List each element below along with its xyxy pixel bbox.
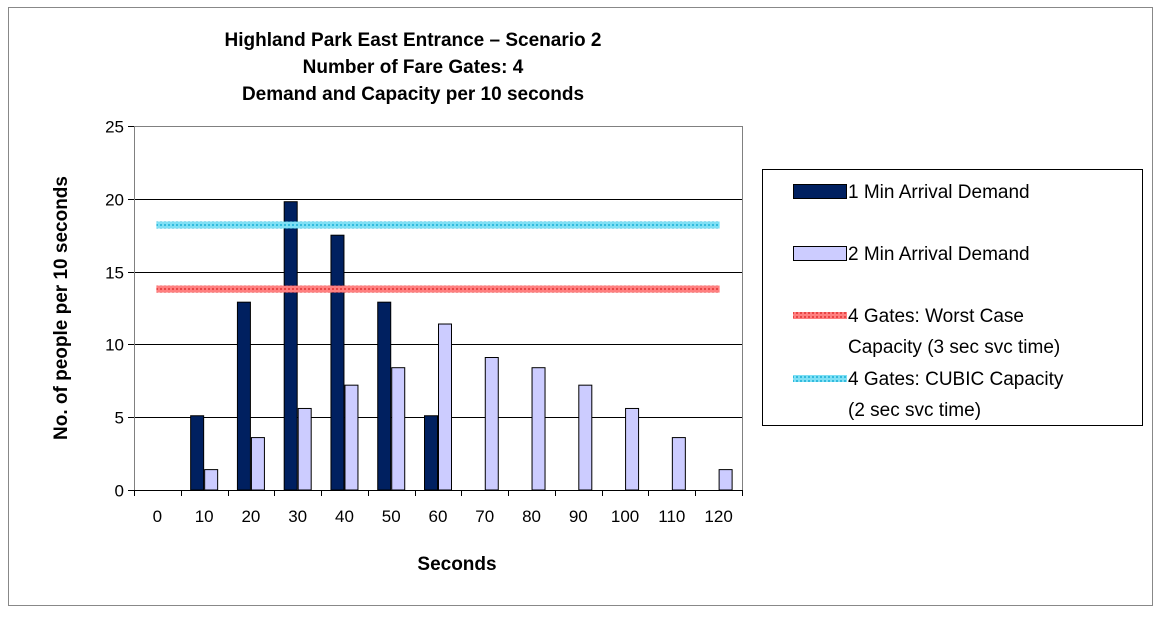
bar-1min <box>190 415 205 491</box>
legend-swatch-1min <box>793 184 847 199</box>
x-tick-label: 80 <box>522 507 541 526</box>
x-axis-label: Seconds <box>417 554 496 575</box>
bar-2min <box>204 469 219 491</box>
legend-box <box>762 169 1143 426</box>
chart-title-line-2: Number of Fare Gates: 4 <box>303 57 524 78</box>
bar-1min <box>377 301 392 491</box>
legend-label-cubic-line-2: (2 sec svc time) <box>848 400 981 421</box>
bar-2min <box>297 407 312 491</box>
bar-2min <box>578 384 593 491</box>
bar-1min <box>330 234 345 491</box>
bar-2min <box>718 469 733 491</box>
capacity-line-worst-case <box>156 285 720 293</box>
bar-2min <box>250 437 265 491</box>
legend-label-cubic-line-1: 4 Gates: CUBIC Capacity <box>848 369 1064 390</box>
x-tick-label: 10 <box>195 507 214 526</box>
bar-2min <box>671 437 686 491</box>
chart-title-line-3: Demand and Capacity per 10 seconds <box>242 84 584 105</box>
legend-swatch-worst-case <box>793 312 847 319</box>
chart-title: Highland Park East Entrance – Scenario 2… <box>225 30 602 105</box>
y-axis-label: No. of people per 10 seconds <box>51 176 72 440</box>
y-tick-label: 10 <box>105 336 124 355</box>
legend-swatch-2min <box>793 246 847 261</box>
legend: 1 Min Arrival Demand 2 Min Arrival Deman… <box>762 169 1143 426</box>
x-tick-label: 40 <box>335 507 354 526</box>
bar-2min <box>438 323 452 491</box>
x-tick-label: 20 <box>241 507 260 526</box>
chart-title-line-1: Highland Park East Entrance – Scenario 2 <box>225 30 602 51</box>
legend-label-1min: 1 Min Arrival Demand <box>848 182 1030 203</box>
x-tick-label: 110 <box>658 507 685 526</box>
bar-1min <box>283 201 298 491</box>
y-tick-label: 20 <box>105 191 124 210</box>
x-tick-label: 50 <box>382 507 401 526</box>
bar-2min <box>625 407 640 491</box>
x-tick-label: 100 <box>611 507 639 526</box>
y-tick-label: 15 <box>105 264 124 283</box>
bar-2min <box>484 357 499 491</box>
x-tick-label: 90 <box>569 507 588 526</box>
x-tick-label: 120 <box>704 507 732 526</box>
bar-1min <box>424 415 438 491</box>
x-tick-label: 0 <box>153 507 162 526</box>
y-tick-label: 25 <box>105 118 124 137</box>
capacity-line-cubic <box>156 221 720 229</box>
bar-1min <box>236 301 251 491</box>
bar-2min <box>531 367 546 491</box>
x-tick-label: 30 <box>288 507 307 526</box>
bar-2min <box>344 384 359 491</box>
legend-label-worst-case-line-2: Capacity (3 sec svc time) <box>848 337 1060 358</box>
legend-swatch-cubic <box>793 375 847 382</box>
legend-label-2min: 2 Min Arrival Demand <box>848 244 1030 265</box>
plot-area: 0 5 10 15 20 25 0 10 20 30 40 50 60 70 80 90 100 110 120 <box>105 118 743 526</box>
y-tick-label: 5 <box>115 409 124 428</box>
legend-label-worst-case-line-1: 4 Gates: Worst Case <box>848 306 1024 327</box>
x-tick-label: 60 <box>429 507 448 526</box>
y-tick-label: 0 <box>115 482 124 501</box>
x-tick-label: 70 <box>475 507 494 526</box>
bar-2min <box>391 367 406 491</box>
